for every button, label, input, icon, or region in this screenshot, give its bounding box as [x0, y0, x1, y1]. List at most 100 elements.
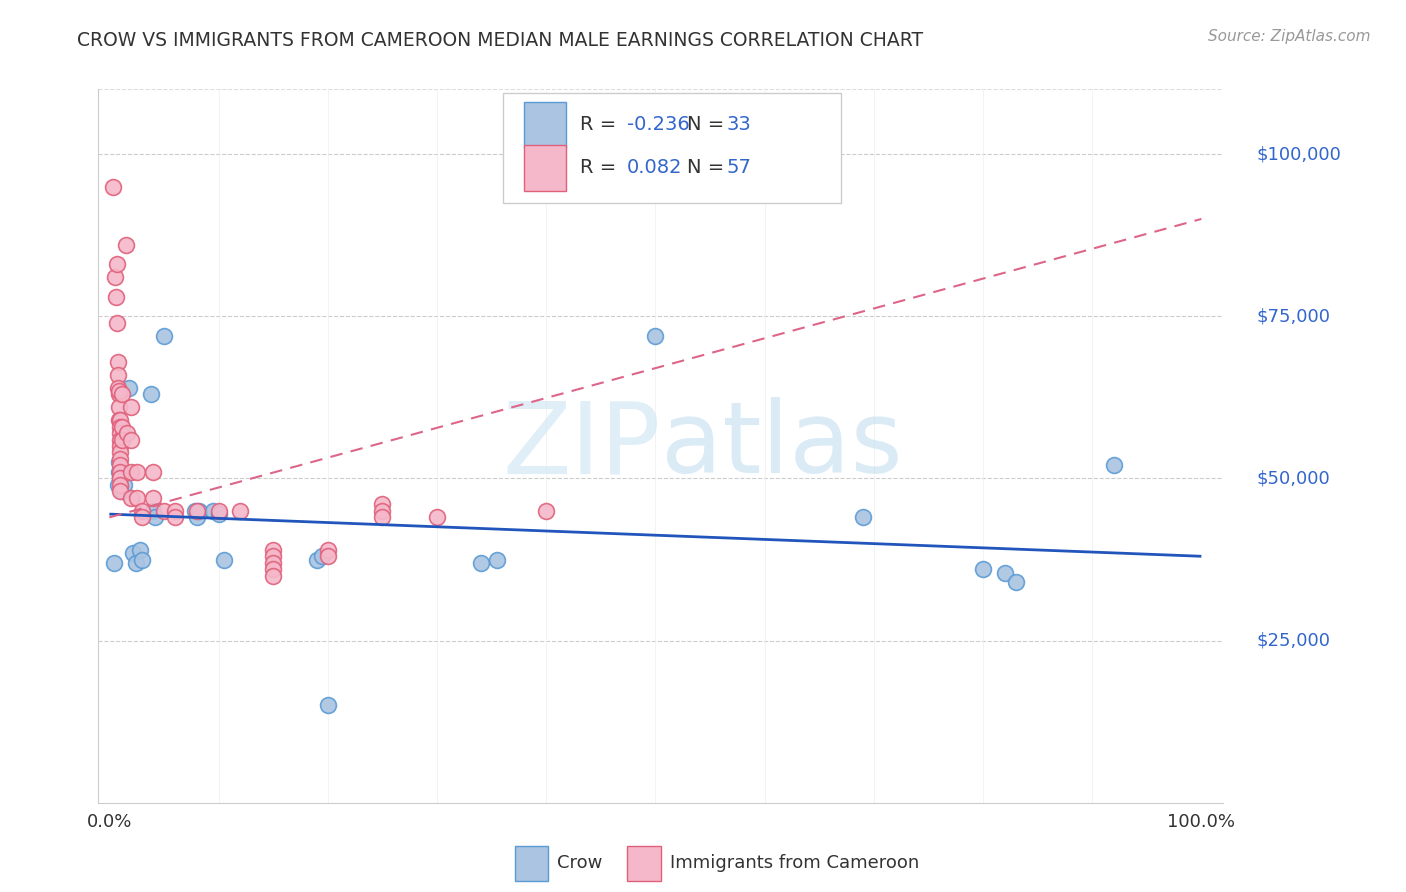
Point	[111, 433, 134, 447]
Point	[207, 504, 229, 518]
Point	[110, 478, 132, 492]
Point	[262, 556, 284, 570]
FancyBboxPatch shape	[515, 846, 548, 881]
Point	[139, 387, 162, 401]
Point	[371, 504, 394, 518]
Point	[114, 238, 136, 252]
Point	[107, 368, 129, 382]
Point	[163, 504, 186, 518]
Point	[110, 433, 132, 447]
Point	[316, 549, 339, 564]
Point	[108, 413, 131, 427]
Point	[108, 465, 131, 479]
Point	[1004, 575, 1026, 590]
Text: 0.082: 0.082	[627, 158, 682, 178]
Point	[994, 566, 1017, 580]
Point	[110, 425, 132, 440]
Point	[108, 387, 131, 401]
Point	[125, 465, 148, 479]
Point	[142, 465, 165, 479]
Point	[110, 452, 132, 467]
Point	[143, 510, 166, 524]
Text: $25,000: $25,000	[1257, 632, 1331, 649]
Point	[316, 542, 339, 557]
Point	[153, 328, 176, 343]
Point	[110, 484, 132, 499]
Point	[120, 433, 142, 447]
Text: CROW VS IMMIGRANTS FROM CAMEROON MEDIAN MALE EARNINGS CORRELATION CHART: CROW VS IMMIGRANTS FROM CAMEROON MEDIAN …	[77, 31, 924, 50]
Point	[262, 549, 284, 564]
Point	[120, 491, 142, 505]
Point	[972, 562, 994, 576]
Point	[110, 471, 132, 485]
Point	[131, 552, 153, 566]
Text: atlas: atlas	[661, 398, 903, 494]
Point	[108, 384, 131, 398]
Point	[110, 439, 132, 453]
Point	[207, 507, 229, 521]
Point	[111, 387, 134, 401]
FancyBboxPatch shape	[503, 93, 841, 203]
Text: $100,000: $100,000	[1257, 145, 1341, 163]
Point	[105, 257, 128, 271]
Point	[262, 568, 284, 582]
Point	[470, 556, 492, 570]
Point	[104, 270, 127, 285]
Point	[485, 552, 508, 566]
Text: 33: 33	[725, 115, 751, 135]
Point	[118, 381, 141, 395]
Point	[108, 455, 131, 469]
Point	[108, 400, 131, 414]
Point	[110, 465, 132, 479]
Point	[187, 504, 209, 518]
Point	[1102, 458, 1125, 473]
Text: 57: 57	[725, 158, 751, 178]
Point	[110, 413, 132, 427]
Point	[122, 546, 145, 560]
Point	[129, 542, 152, 557]
Text: N =: N =	[686, 115, 730, 135]
Text: Crow: Crow	[557, 855, 603, 872]
Point	[112, 478, 135, 492]
Text: R =: R =	[579, 115, 623, 135]
Point	[305, 552, 328, 566]
Point	[142, 491, 165, 505]
Point	[110, 419, 132, 434]
Point	[311, 549, 333, 564]
Point	[163, 510, 186, 524]
Point	[371, 510, 394, 524]
Point	[316, 698, 339, 713]
Point	[110, 471, 132, 485]
Point	[103, 556, 125, 570]
Point	[212, 552, 235, 566]
Point	[125, 491, 148, 505]
Text: ZIP: ZIP	[502, 398, 661, 494]
Point	[107, 354, 129, 368]
Point	[101, 179, 124, 194]
Point	[142, 504, 165, 518]
Point	[120, 465, 142, 479]
Text: -0.236: -0.236	[627, 115, 690, 135]
FancyBboxPatch shape	[523, 102, 567, 148]
Point	[110, 445, 132, 459]
Point	[153, 504, 176, 518]
Point	[534, 504, 557, 518]
Point	[262, 542, 284, 557]
Text: N =: N =	[686, 158, 730, 178]
Text: Immigrants from Cameroon: Immigrants from Cameroon	[669, 855, 920, 872]
Point	[107, 478, 129, 492]
FancyBboxPatch shape	[627, 846, 661, 881]
Point	[115, 425, 138, 440]
Point	[186, 510, 208, 524]
Text: R =: R =	[579, 158, 628, 178]
Point	[371, 497, 394, 511]
Point	[229, 504, 252, 518]
FancyBboxPatch shape	[523, 145, 567, 191]
Text: $50,000: $50,000	[1257, 469, 1330, 487]
Text: $75,000: $75,000	[1257, 307, 1331, 326]
Text: Source: ZipAtlas.com: Source: ZipAtlas.com	[1208, 29, 1371, 44]
Point	[183, 504, 205, 518]
Point	[202, 504, 225, 518]
Point	[426, 510, 449, 524]
Point	[644, 328, 666, 343]
